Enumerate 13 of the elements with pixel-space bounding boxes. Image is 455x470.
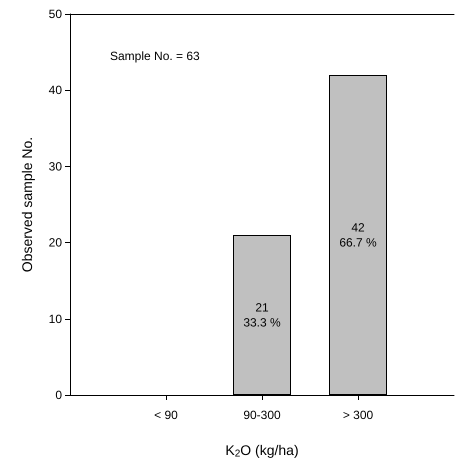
y-tick-label: 50 (48, 7, 62, 21)
y-tick-label: 40 (48, 83, 62, 98)
data-label: 21 33.3 % (243, 300, 282, 330)
y-tick-label: 0 (55, 388, 62, 402)
annotation: Sample No. = 63 (110, 49, 200, 63)
data-label: 42 66.7 % (339, 220, 378, 250)
y-tick-label: 10 (48, 312, 62, 326)
x-tick-label: < 90 (154, 408, 178, 422)
y-tick-label: 20 (48, 236, 62, 250)
x-tick-label: > 300 (342, 408, 374, 422)
y-tick-label: 30 (48, 159, 62, 174)
y-axis-title: Observed sample No. (19, 136, 35, 272)
x-tick-label: 90-300 (243, 408, 282, 422)
